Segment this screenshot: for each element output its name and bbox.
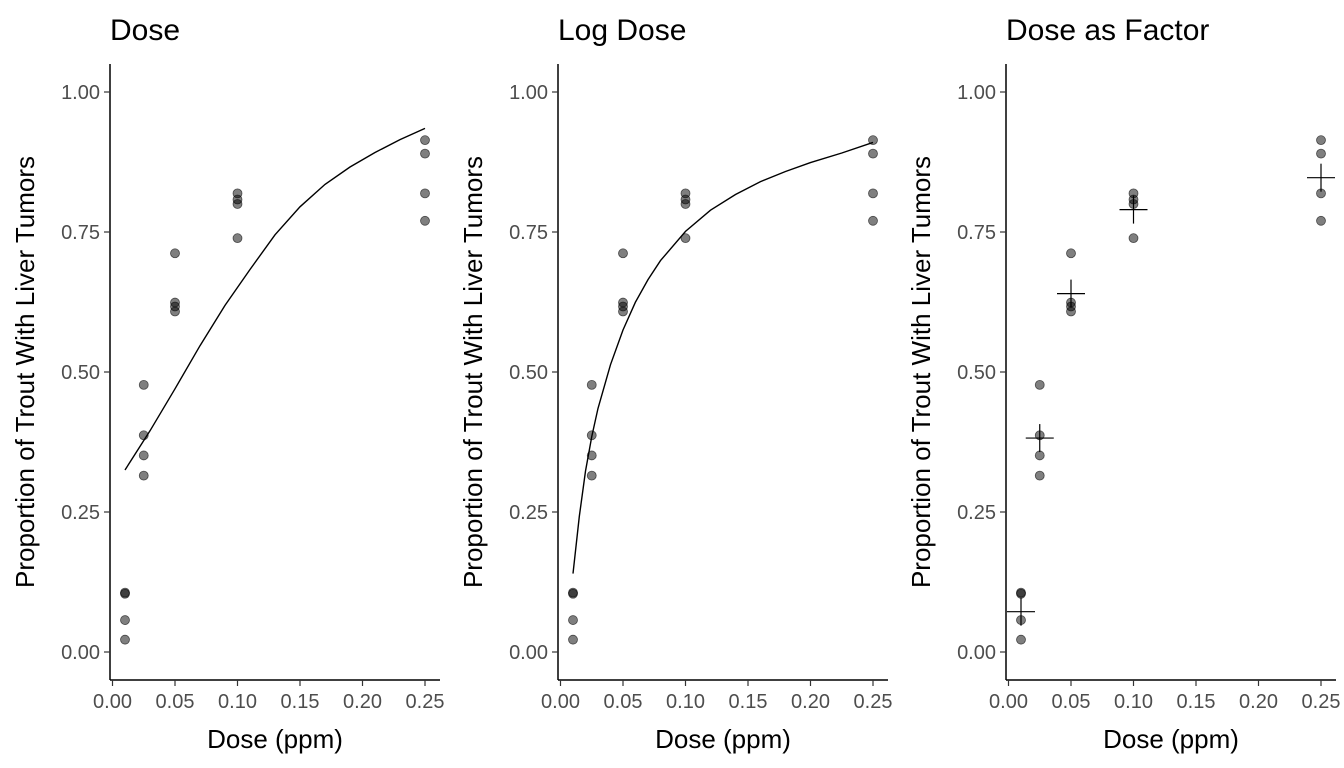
y-tick-label: 0.75: [509, 222, 548, 244]
y-tick-label: 0.75: [957, 222, 996, 244]
panel-title: Log Dose: [558, 14, 686, 47]
data-point: [120, 615, 130, 625]
data-point: [232, 233, 243, 244]
x-tick-label: 0.00: [93, 691, 132, 713]
data-point: [568, 588, 578, 599]
x-tick-label: 0.20: [791, 691, 830, 713]
fit-line: [124, 127, 426, 471]
y-tick-label: 0.50: [61, 362, 100, 384]
data-point: [868, 188, 878, 199]
y-tick-label: 0.25: [957, 502, 996, 524]
data-point: [120, 588, 130, 599]
panel-3: Dose as Factor 0.00 0.25 0.50 0.75 1.00 0.00 0.…: [906, 14, 1340, 754]
data-point: [170, 248, 180, 259]
data-point: [586, 470, 597, 481]
data-point: [138, 379, 149, 390]
data-point: [586, 450, 597, 461]
x-tick-label: 0.25: [854, 691, 893, 713]
y-axis-title: Proportion of Trout With Liver Tumors: [906, 156, 936, 588]
data-point: [420, 215, 430, 226]
y-tick-label: 1.00: [509, 82, 548, 104]
y-tick-label: 0.50: [957, 362, 996, 384]
data-point: [1316, 135, 1326, 146]
x-tick-label: 0.05: [156, 691, 195, 713]
y-tick-label: 0.75: [61, 222, 100, 244]
data-point: [420, 188, 430, 199]
y-tick-label: 0.00: [61, 642, 100, 664]
data-point: [618, 306, 628, 317]
x-tick-label: 0.05: [604, 691, 643, 713]
x-tick-label: 0.15: [729, 691, 768, 713]
panel-title: Dose as Factor: [1006, 14, 1209, 47]
x-axis-title: Dose (ppm): [207, 724, 343, 754]
data-point: [586, 430, 597, 441]
x-tick-label: 0.25: [1302, 691, 1341, 713]
data-point: [1016, 588, 1026, 599]
y-tick-label: 0.50: [509, 362, 548, 384]
y-tick-label: 1.00: [957, 82, 996, 104]
x-tick-label: 0.15: [281, 691, 320, 713]
data-point: [1066, 306, 1076, 317]
data-point: [618, 248, 628, 259]
x-tick-label: 0.20: [1239, 691, 1278, 713]
panel-title: Dose: [110, 14, 180, 47]
data-point: [1316, 215, 1326, 226]
data-point: [120, 634, 130, 645]
data-point: [1034, 379, 1045, 390]
fit-line: [572, 141, 874, 574]
data-point: [680, 233, 691, 244]
data-point: [1128, 233, 1139, 244]
x-axis-title: Dose (ppm): [1103, 724, 1239, 754]
data-point: [420, 148, 430, 159]
x-tick-label: 0.15: [1177, 691, 1216, 713]
panel-2: Log Dose 0.00 0.25 0.50 0.75 1.00 0.00 0.05 0.10…: [458, 14, 892, 754]
y-axis-title: Proportion of Trout With Liver Tumors: [458, 156, 488, 588]
data-point: [868, 148, 878, 159]
data-point: [1034, 450, 1045, 461]
x-tick-label: 0.10: [1114, 691, 1153, 713]
panel-1: Dose 0.00 0.25 0.50 0.75 1.00 0.00 0.05 0.10 0.15…: [10, 14, 444, 754]
x-tick-label: 0.05: [1052, 691, 1091, 713]
x-tick-label: 0.20: [343, 691, 382, 713]
data-point: [1066, 248, 1076, 259]
data-point: [1316, 148, 1326, 159]
x-tick-label: 0.00: [541, 691, 580, 713]
data-point: [568, 634, 578, 645]
data-point: [868, 135, 878, 146]
x-tick-label: 0.25: [406, 691, 445, 713]
x-tick-label: 0.00: [989, 691, 1028, 713]
y-tick-label: 0.25: [509, 502, 548, 524]
data-point: [586, 379, 597, 390]
data-point: [138, 450, 149, 461]
data-point: [138, 470, 149, 481]
x-tick-label: 0.10: [218, 691, 257, 713]
y-tick-label: 0.25: [61, 502, 100, 524]
data-point: [170, 306, 180, 317]
data-point: [232, 199, 243, 209]
y-axis-title: Proportion of Trout With Liver Tumors: [10, 156, 40, 588]
data-point: [420, 135, 430, 146]
y-tick-label: 0.00: [957, 642, 996, 664]
data-point: [138, 430, 149, 441]
data-point: [1016, 634, 1026, 645]
data-point: [868, 215, 878, 226]
data-point: [1034, 470, 1045, 481]
y-tick-label: 0.00: [509, 642, 548, 664]
x-axis-title: Dose (ppm): [655, 724, 791, 754]
x-tick-label: 0.10: [666, 691, 705, 713]
y-tick-label: 1.00: [61, 82, 100, 104]
data-point: [568, 615, 578, 625]
data-point: [680, 199, 691, 209]
